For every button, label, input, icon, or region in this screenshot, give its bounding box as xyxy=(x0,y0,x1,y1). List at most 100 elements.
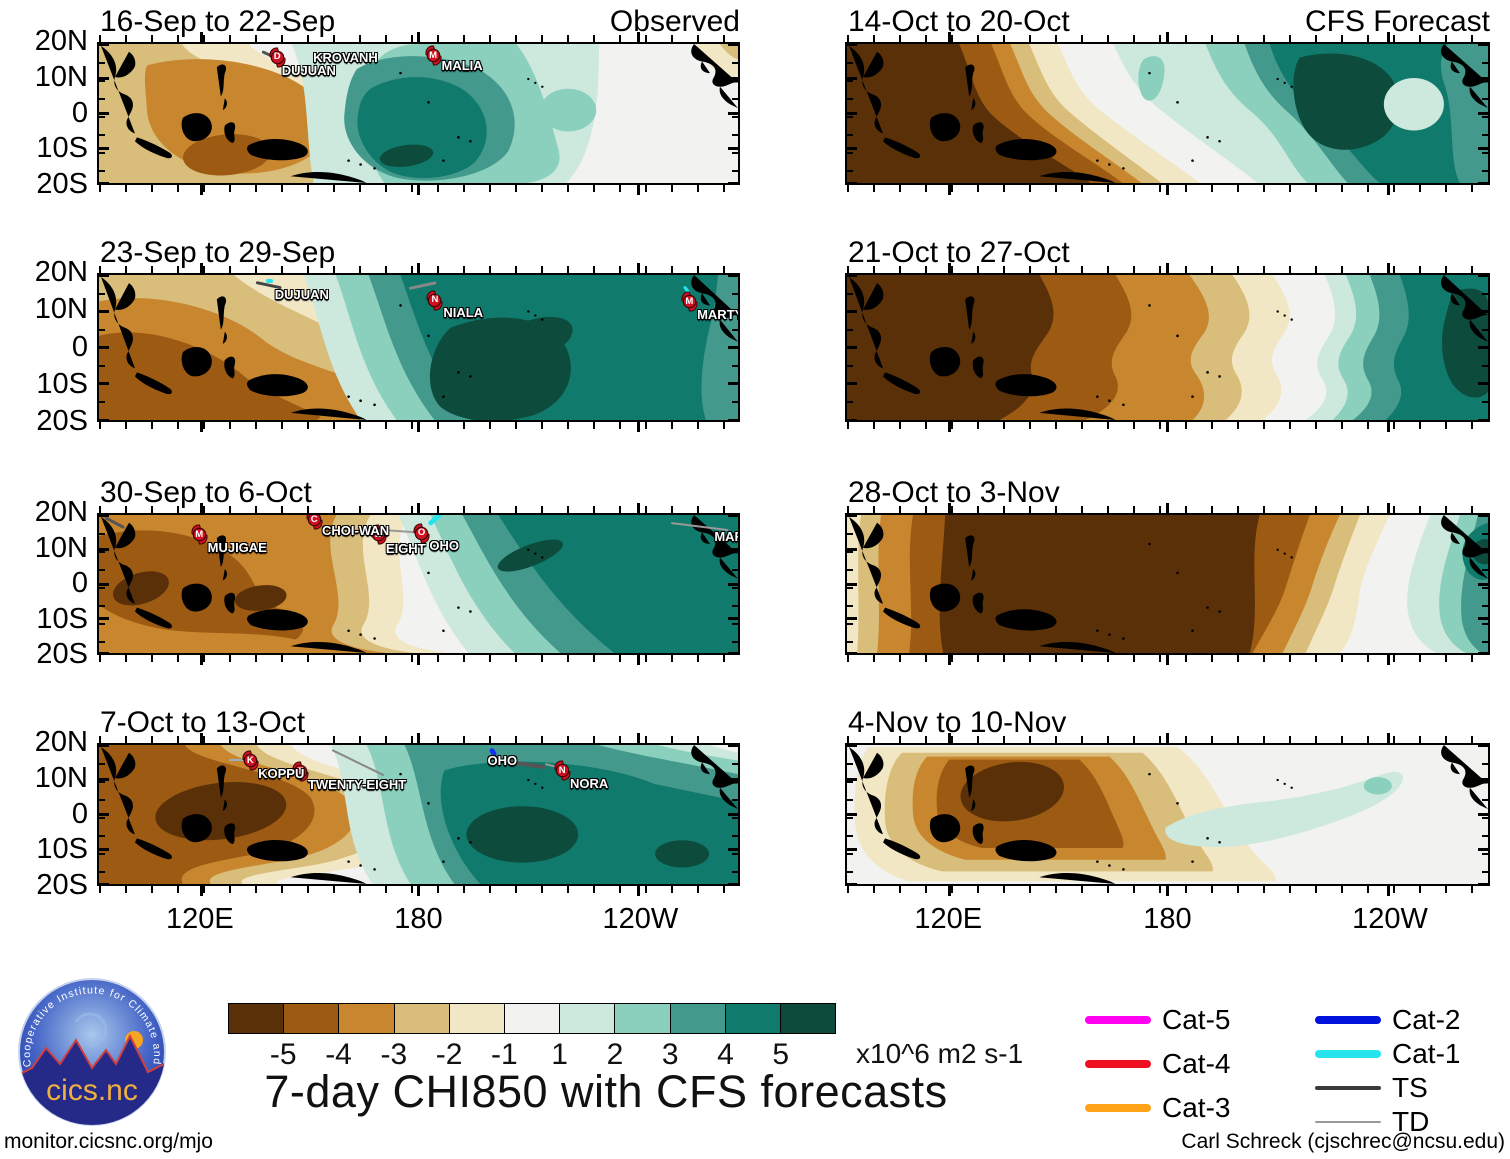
major-tick-right xyxy=(728,382,738,386)
major-tick-right xyxy=(1478,44,1488,46)
major-tick-right xyxy=(728,882,738,884)
major-tick-top xyxy=(1387,263,1391,273)
minor-ticks-right xyxy=(1482,275,1488,420)
minor-ticks-bottom xyxy=(99,655,738,662)
storm-name-label: DUJUAN xyxy=(274,286,329,302)
colorbar-tick-label: 3 xyxy=(661,1038,679,1071)
legend-line-swatch xyxy=(1315,1086,1381,1090)
colorbar-cell xyxy=(670,1004,726,1033)
storm-name-label: MARTY xyxy=(697,306,738,322)
major-tick-left xyxy=(99,346,109,349)
storm-name-label: NIALA xyxy=(443,305,484,321)
contour-field xyxy=(847,44,1488,183)
cyclone-icon: C xyxy=(306,515,323,531)
cyclone-icon: M xyxy=(191,523,208,546)
major-tick-bottom xyxy=(637,185,641,195)
major-tick-left xyxy=(99,44,109,46)
logo-mountains xyxy=(19,1033,165,1125)
colorbar xyxy=(228,1003,836,1034)
legend-item: Cat-5 xyxy=(1085,1004,1230,1036)
storm-name-label: KROVANH xyxy=(313,49,378,65)
legend-line-swatch xyxy=(1315,1050,1381,1058)
major-tick-right xyxy=(728,146,738,150)
major-tick-right xyxy=(728,44,738,46)
minor-ticks-bottom xyxy=(99,886,738,893)
major-tick-right xyxy=(1478,847,1488,851)
major-tick-bottom xyxy=(417,655,420,665)
major-tick-bottom xyxy=(199,655,203,665)
cyclone-letter: D xyxy=(273,51,281,62)
minor-ticks-bottom xyxy=(847,886,1488,893)
contour-field xyxy=(847,275,1488,420)
major-tick-right xyxy=(1478,309,1488,313)
major-tick-bottom xyxy=(1166,185,1169,195)
storm-track xyxy=(228,758,251,761)
legend-label: Cat-4 xyxy=(1162,1048,1231,1079)
minor-ticks-left xyxy=(99,515,105,653)
colorbar-cell xyxy=(560,1004,616,1033)
y-axis-label: 20S xyxy=(36,638,88,670)
map-panel-forecast-week3 xyxy=(845,503,1490,665)
panel-date-range: 4-Nov to 10-Nov xyxy=(848,706,1067,739)
major-tick-left xyxy=(99,275,109,277)
x-axis-label: 120E xyxy=(914,903,983,935)
major-tick-left xyxy=(99,309,109,313)
major-tick-bottom xyxy=(417,886,420,896)
colorbar-cell xyxy=(504,1004,561,1033)
panel-date-range: 23-Sep to 29-Sep xyxy=(100,236,336,269)
legend-line-swatch xyxy=(1315,1121,1381,1123)
major-tick-top xyxy=(417,32,420,42)
major-tick-right xyxy=(1478,582,1488,586)
major-tick-left xyxy=(99,146,109,150)
y-axis-label: 0 xyxy=(71,96,88,129)
y-axis-label: 10N xyxy=(34,531,88,564)
storm-name-label: MUJIGAE xyxy=(207,539,267,555)
major-tick-right xyxy=(728,77,738,81)
contour-field xyxy=(847,745,1488,884)
colorbar-tick-label: -3 xyxy=(380,1038,408,1071)
minor-ticks-left xyxy=(99,745,105,884)
major-tick-bottom xyxy=(948,886,952,896)
major-tick-left xyxy=(847,146,857,150)
cyclone-letter: M xyxy=(685,295,694,307)
cyclone-letter: N xyxy=(558,764,566,776)
colorbar-tick-label: -5 xyxy=(269,1038,297,1071)
colorbar-tick-label: 4 xyxy=(717,1038,734,1071)
major-tick-top xyxy=(1387,503,1391,513)
major-tick-left xyxy=(847,44,857,46)
major-tick-right xyxy=(728,548,738,551)
major-tick-right xyxy=(728,181,738,183)
contour-field xyxy=(99,515,738,653)
y-axis-label: 10N xyxy=(34,60,88,93)
y-axis-label: 0 xyxy=(71,567,88,599)
minor-ticks-right xyxy=(1482,44,1488,183)
major-tick-left xyxy=(99,77,109,81)
cyclone-icon: O xyxy=(413,522,430,545)
major-tick-right xyxy=(728,582,738,586)
major-tick-left xyxy=(99,548,109,551)
major-tick-bottom xyxy=(948,185,952,195)
legend-line-swatch xyxy=(1085,1060,1151,1068)
major-tick-top xyxy=(1166,263,1169,273)
cyclone-icon: N xyxy=(426,289,444,312)
cyclone-letter: E xyxy=(374,528,382,540)
panel-date-range: 30-Sep to 6-Oct xyxy=(100,476,312,509)
major-tick-right xyxy=(1478,77,1488,81)
major-tick-left xyxy=(99,651,109,653)
major-tick-right xyxy=(728,813,738,816)
legend-label: Cat-2 xyxy=(1392,1004,1461,1035)
storm-name-label: CHOI-WAN xyxy=(322,523,390,539)
cyclone-letter: K xyxy=(246,754,254,766)
cyclone-letter: M xyxy=(429,49,437,61)
cyclone-icon: M xyxy=(424,44,442,67)
major-tick-bottom xyxy=(948,655,952,665)
colorbar-tick-label: 1 xyxy=(551,1038,568,1071)
storm-name-label: OHO xyxy=(487,753,518,769)
legend-item: Cat-2 xyxy=(1315,1004,1460,1036)
minor-ticks-right xyxy=(1482,515,1488,653)
major-tick-right xyxy=(1478,382,1488,386)
minor-ticks-bottom xyxy=(99,422,738,429)
map-panel-observed-week2: DUJUAN N NIALA MMARTY xyxy=(97,263,740,432)
colorbar-cell xyxy=(229,1004,285,1033)
